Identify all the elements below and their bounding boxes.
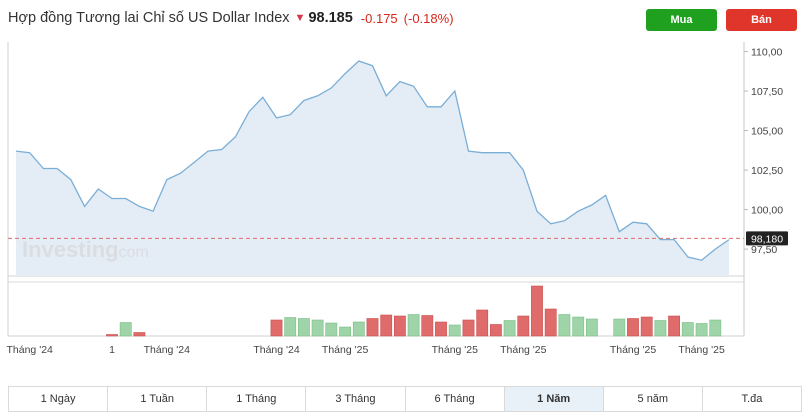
x-axis-label: Tháng '24 xyxy=(253,344,300,356)
volume-bar xyxy=(380,314,393,337)
tab-5-years[interactable]: 5 năm xyxy=(604,387,703,411)
x-axis-label: Tháng '25 xyxy=(500,344,547,356)
volume-bar xyxy=(627,318,639,337)
down-arrow-icon: ▼ xyxy=(294,12,306,24)
volume-bar xyxy=(558,314,571,337)
volume-bar xyxy=(503,320,516,337)
y-tick-label: 100,00 xyxy=(751,205,783,217)
sell-button[interactable]: Bán xyxy=(726,9,797,31)
volume-bar xyxy=(585,318,598,337)
investing-watermark: Investing .com xyxy=(22,237,149,262)
y-tick-label: 107,50 xyxy=(751,86,783,98)
x-axis-label: 1 xyxy=(109,344,115,356)
volume-bar xyxy=(613,318,626,337)
volume-bar xyxy=(421,315,434,337)
x-axis-label: Tháng '25 xyxy=(432,344,479,356)
volume-bar xyxy=(393,315,406,337)
volume-bar xyxy=(119,322,132,337)
x-axis-label: Tháng '25 xyxy=(610,344,657,356)
price-line xyxy=(15,60,730,261)
volume-bar xyxy=(640,316,653,337)
volume-bar xyxy=(407,314,420,337)
x-axis-label: Tháng '25 xyxy=(678,344,725,356)
volume-bar xyxy=(709,319,722,337)
x-axis-label: Tháng '24 xyxy=(7,344,54,356)
current-price-value: 98,180 xyxy=(751,233,783,245)
volume-bar xyxy=(517,315,530,337)
volume-bar xyxy=(462,319,475,337)
volume-bar xyxy=(297,318,310,337)
volume-bar xyxy=(531,285,543,337)
volume-bar xyxy=(476,309,489,337)
volume-bar xyxy=(339,326,351,337)
tab-max[interactable]: T.đa xyxy=(741,393,763,405)
volume-bar xyxy=(544,308,557,337)
price-change: -0.175 xyxy=(360,10,398,26)
tab-1-week[interactable]: 1 Tuần xyxy=(108,387,208,411)
x-axis-label: Tháng '24 xyxy=(144,344,191,356)
tab-1-month[interactable]: 1 Tháng xyxy=(207,387,307,411)
tab-1-year[interactable]: 1 Năm xyxy=(504,387,604,411)
x-axis-label: Tháng '25 xyxy=(322,344,369,356)
price-area-fill xyxy=(16,61,729,276)
volume-bar xyxy=(489,324,502,337)
price-change-percent: (-0.18%) xyxy=(403,10,454,26)
current-price-tag xyxy=(746,231,788,246)
volume-bar xyxy=(366,318,379,337)
y-tick-label: 97,50 xyxy=(751,244,777,256)
price-chart[interactable]: Investing .com 110,00 107,50 105,00 102,50 1… xyxy=(0,0,809,380)
volume-bar xyxy=(668,315,680,337)
y-tick-label: 105,00 xyxy=(751,126,783,138)
instrument-header: Hợp đồng Tương lai Chỉ số US Dollar Inde… xyxy=(8,6,454,30)
volume-bar xyxy=(325,322,338,337)
volume-bar xyxy=(284,317,297,337)
tab-6-months[interactable]: 6 Tháng xyxy=(406,387,505,411)
volume-bar xyxy=(435,321,447,337)
volume-bar xyxy=(654,320,667,337)
watermark-suffix: .com xyxy=(114,244,149,261)
buy-button[interactable]: Mua xyxy=(646,9,717,31)
volume-bar xyxy=(133,332,146,337)
last-price: 98.185 xyxy=(308,10,353,26)
y-tick-label: 110,00 xyxy=(751,46,782,58)
volume-bar xyxy=(681,322,694,337)
volume-bar xyxy=(270,319,283,337)
tab-3-months[interactable]: 3 Tháng xyxy=(306,387,406,411)
tab-1-day[interactable]: 1 Ngày xyxy=(9,387,109,411)
volume-bar xyxy=(311,319,324,337)
instrument-title: Hợp đồng Tương lai Chỉ số US Dollar Inde… xyxy=(8,10,290,26)
volume-bar xyxy=(448,324,461,337)
volume-bar xyxy=(352,321,365,337)
time-range-tabs: 1 Ngày 1 Tuần 1 Tháng 3 Tháng 6 Tháng 1 … xyxy=(8,386,802,412)
volume-bar xyxy=(695,323,708,337)
y-tick-label: 102,50 xyxy=(751,165,783,177)
volume-bar xyxy=(106,334,118,337)
watermark-brand: Investing xyxy=(22,237,119,262)
volume-bar xyxy=(572,316,585,337)
